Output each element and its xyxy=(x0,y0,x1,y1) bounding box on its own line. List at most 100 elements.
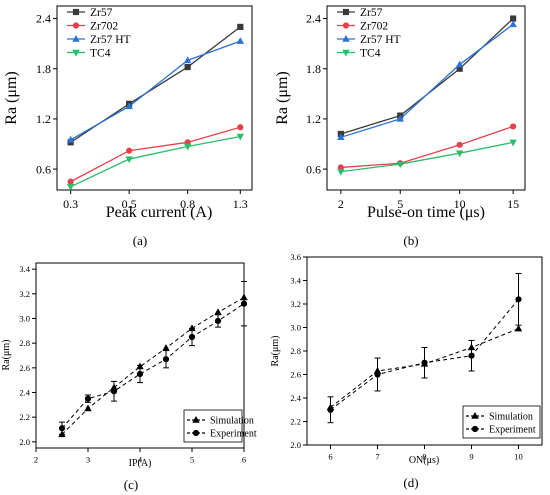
legend-label: Simulation xyxy=(489,412,533,423)
data-point xyxy=(515,296,522,303)
data-point xyxy=(84,395,92,402)
series-zr57-ht xyxy=(337,20,517,141)
x-axis-label: Peak current (A) xyxy=(106,204,213,221)
x-tick-label: 6 xyxy=(328,452,332,462)
y-tick-label: 2.4 xyxy=(19,387,30,397)
legend-marker xyxy=(342,8,350,16)
x-tick-label: 10 xyxy=(454,197,466,211)
x-tick-label: 4 xyxy=(138,455,143,465)
x-tick-label: 9 xyxy=(469,452,473,462)
legend-marker xyxy=(342,34,350,42)
data-point xyxy=(510,123,517,130)
panel-label: (c) xyxy=(124,477,138,492)
x-tick-label: 10 xyxy=(514,452,523,462)
legend: Simulation Experiment xyxy=(462,405,541,439)
data-point xyxy=(236,133,245,141)
y-tick-label: 3.0 xyxy=(290,322,301,332)
y-tick-label: 0.6 xyxy=(306,162,321,176)
y-axis-label: Ra(μm) xyxy=(1,340,12,371)
data-point xyxy=(136,370,144,378)
data-point xyxy=(125,102,133,110)
y-tick-label: 0.6 xyxy=(36,162,51,176)
y-axis-label: Ra (μm) xyxy=(274,71,291,124)
y-tick-label: 2.4 xyxy=(290,393,301,403)
legend-label: Zr702 xyxy=(90,21,118,33)
y-tick-label: 2.6 xyxy=(290,369,301,379)
data-point xyxy=(126,147,133,154)
data-point xyxy=(509,20,517,28)
chart-panel-1: 0.6 1.2 1.8 2.4 0.3 0.5 0.8 1.3 Peak current (A)… xyxy=(3,5,253,248)
data-point xyxy=(214,308,222,316)
x-tick-label: 0.8 xyxy=(180,197,195,211)
data-point xyxy=(84,404,92,412)
x-tick-label: 2 xyxy=(34,455,38,465)
data-point xyxy=(162,344,170,351)
y-tick-label: 1.2 xyxy=(36,112,51,126)
data-point xyxy=(125,156,133,164)
data-point xyxy=(162,356,170,363)
legend-marker xyxy=(72,8,80,16)
data-point xyxy=(455,150,464,158)
y-axis-label: Ra (μm) xyxy=(3,71,20,124)
series-tc4 xyxy=(337,139,517,176)
data-point xyxy=(456,141,463,148)
series-line xyxy=(340,125,514,169)
data-point xyxy=(214,317,222,325)
chart-panel-4: 2.0 2.2 2.4 2.6 2.8 3.0 3.2 3.4 3.6 6 7 8 9 10 ON(μs) R… xyxy=(270,252,543,490)
panel-label: (b) xyxy=(403,233,418,248)
data-point xyxy=(337,168,345,176)
data-point xyxy=(183,143,192,151)
legend: Simulation Experiment xyxy=(183,409,257,443)
legend-marker xyxy=(192,429,200,437)
series-line xyxy=(70,126,241,183)
legend-marker xyxy=(471,425,479,433)
data-point xyxy=(514,324,523,332)
panel-label: (d) xyxy=(403,475,418,490)
y-tick-label: 2.4 xyxy=(36,12,51,26)
series-tc4 xyxy=(66,133,245,191)
legend-box xyxy=(462,405,541,439)
data-point xyxy=(327,406,334,413)
legend-marker xyxy=(72,22,80,29)
x-tick-label: 5 xyxy=(190,455,194,465)
x-axis-label: IP(A) xyxy=(129,458,152,469)
series-zr57-ht xyxy=(66,37,245,143)
y-tick-label: 1.8 xyxy=(36,62,51,76)
y-tick-label: 3.2 xyxy=(290,299,301,309)
data-point xyxy=(67,178,74,185)
x-tick-label: 3 xyxy=(86,455,90,465)
data-point xyxy=(66,135,75,143)
y-tick-label: 3.4 xyxy=(19,264,30,274)
data-point xyxy=(374,371,381,378)
data-point xyxy=(510,15,517,22)
y-tick-label: 2.2 xyxy=(290,416,301,426)
data-point xyxy=(58,425,66,432)
legend-label: Experiment xyxy=(210,429,257,440)
y-tick-label: 3.0 xyxy=(19,313,30,323)
x-tick-label: 2 xyxy=(338,197,344,211)
legend-label: Zr57 xyxy=(360,7,383,19)
x-tick-label: 6 xyxy=(242,455,246,465)
data-point xyxy=(183,56,192,64)
y-tick-label: 2.2 xyxy=(19,412,30,422)
legend-marker xyxy=(72,34,80,42)
data-point xyxy=(237,23,244,31)
x-tick-label: 5 xyxy=(397,197,403,211)
x-tick-label: 8 xyxy=(422,452,426,462)
y-tick-label: 1.8 xyxy=(306,62,321,76)
data-point xyxy=(396,114,404,122)
data-point xyxy=(421,359,428,366)
x-tick-label: 15 xyxy=(507,197,519,211)
legend-label: Zr57 HT xyxy=(90,34,131,46)
series-line xyxy=(70,40,241,141)
legend-marker xyxy=(342,49,350,57)
chart-panel-2: 0.6 1.2 1.8 2.4 2 5 10 15 Pulse-on time (μs) Ra (… xyxy=(274,5,526,248)
y-tick-label: 2.6 xyxy=(19,363,30,373)
y-tick-label: 3.6 xyxy=(290,252,301,262)
y-tick-label: 2.0 xyxy=(19,437,30,447)
series-line xyxy=(340,141,514,173)
legend-marker xyxy=(192,415,200,423)
y-tick-label: 3.2 xyxy=(19,289,30,299)
y-tick-label: 1.2 xyxy=(306,112,321,126)
